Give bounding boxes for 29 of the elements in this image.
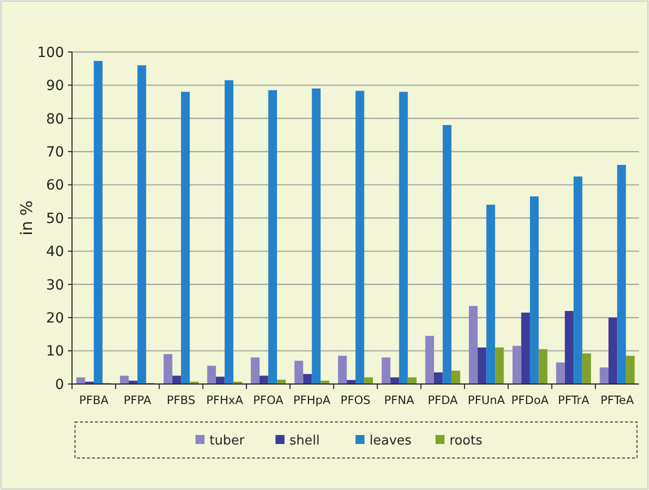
- y-tick-label: 70: [46, 144, 64, 160]
- x-tick-label: PFDA: [428, 393, 458, 407]
- x-tick-label: PFTeA: [600, 393, 634, 407]
- legend-label: leaves: [370, 434, 412, 449]
- x-tick-label: PFBS: [166, 393, 196, 407]
- x-tick-label: PFHxA: [206, 393, 244, 407]
- y-tick-label: 0: [55, 376, 64, 393]
- y-tick-label: 20: [46, 310, 64, 326]
- x-tick-label: PFOA: [253, 393, 284, 407]
- y-tick-label: 90: [46, 78, 64, 94]
- x-tick-label: PFDoA: [511, 393, 549, 407]
- y-tick-label: 100: [37, 44, 64, 61]
- x-tick-label: PFOS: [340, 393, 370, 407]
- legend-label: tuber: [210, 434, 246, 449]
- x-tick-label: PFBA: [79, 393, 109, 407]
- legend-label: roots: [450, 434, 483, 449]
- x-tick-label: PFPA: [124, 393, 152, 407]
- y-tick-label: 30: [46, 277, 64, 294]
- y-tick-label: 50: [46, 210, 64, 227]
- y-tick-label: 40: [46, 244, 64, 260]
- y-tick-label: 10: [46, 344, 64, 360]
- x-tick-label: PFTrA: [558, 393, 590, 407]
- x-tick-label: PFUnA: [468, 393, 506, 407]
- y-tick-label: 60: [46, 178, 64, 194]
- x-tick-label: PFNA: [384, 393, 414, 407]
- y-tick-label: 80: [46, 111, 64, 128]
- x-tick-label: PFHpA: [293, 393, 331, 407]
- legend-label: shell: [290, 434, 320, 449]
- y-axis-title: in %: [17, 200, 36, 236]
